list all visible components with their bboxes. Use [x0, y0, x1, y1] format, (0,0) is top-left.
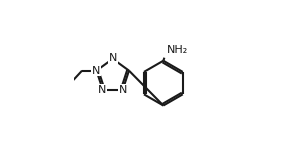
- Text: N: N: [119, 85, 127, 95]
- Text: NH₂: NH₂: [166, 45, 188, 55]
- Text: N: N: [92, 66, 100, 76]
- Text: N: N: [109, 53, 117, 63]
- Text: N: N: [98, 85, 107, 95]
